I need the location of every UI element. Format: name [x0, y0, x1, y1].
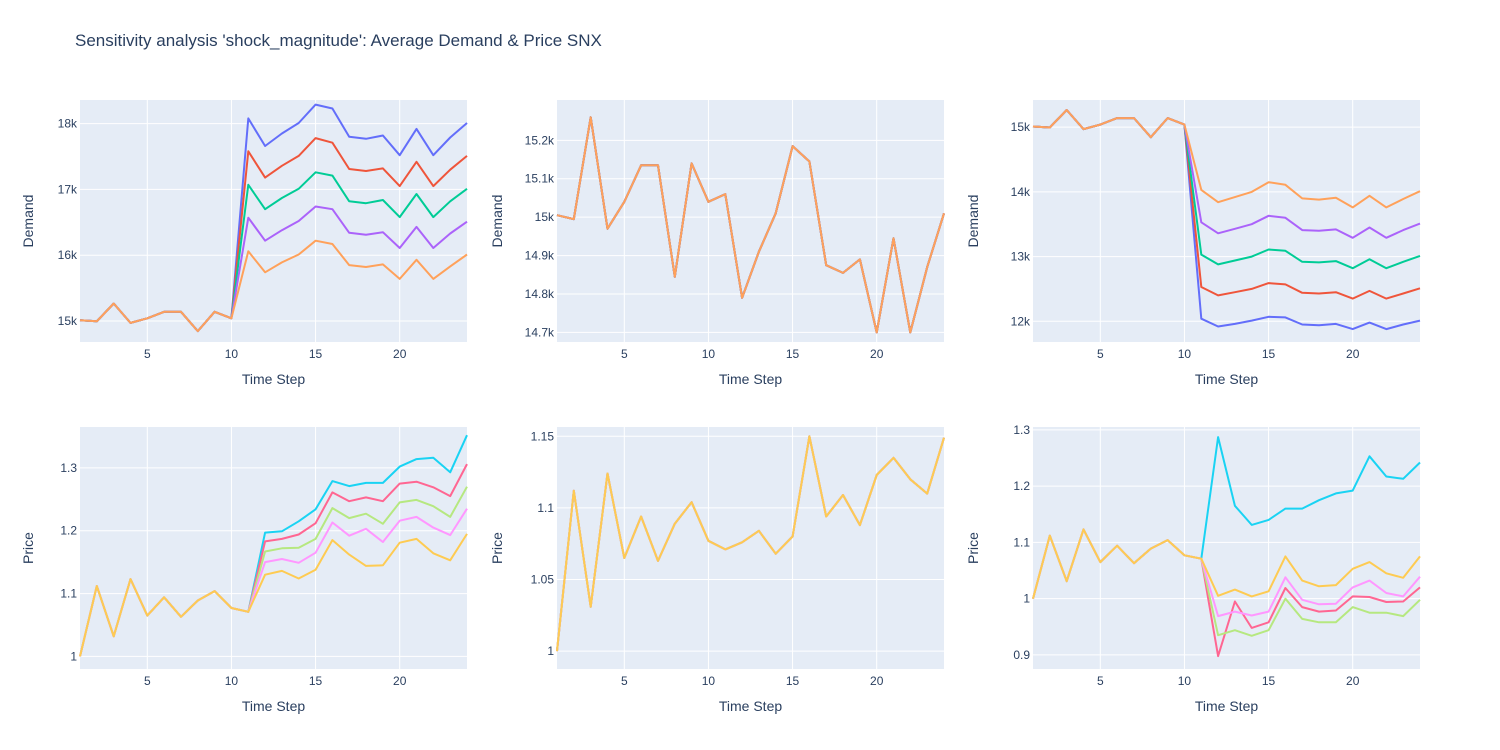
- y-axis-title: Demand: [965, 195, 981, 248]
- y-tick-label: 1.05: [531, 573, 555, 587]
- x-tick-label: 10: [225, 347, 239, 361]
- x-tick-label: 15: [309, 674, 323, 688]
- x-tick-label: 20: [393, 674, 407, 688]
- series-line-trace-10: [79, 533, 468, 657]
- x-tick-label: 5: [1097, 674, 1104, 688]
- x-axis-title: Time Step: [1195, 698, 1258, 714]
- y-tick-label: 15k: [535, 210, 555, 224]
- y-axis-title: Price: [20, 532, 36, 564]
- subplot-r2-c1: 5 10 15 20 1 1.1 1.2 1.3 Time Step Price: [20, 427, 468, 714]
- y-tick-label: 1.2: [1013, 479, 1030, 493]
- y-tick-label: 1: [1023, 592, 1030, 606]
- series-line-trace-5: [1032, 109, 1421, 209]
- x-tick-label: 15: [786, 674, 800, 688]
- x-tick-label: 20: [393, 347, 407, 361]
- subplot-r1-c1: 5 10 15 20 15k 16k 17k 18k Time Step Demand: [20, 100, 468, 387]
- subplot-r1-c2: 5 10 15 20 14.7k 14.8k 14.9k 15k 15.1k 15.2k Time …: [489, 100, 945, 387]
- plot-area: [1033, 100, 1420, 342]
- series-line-trace-5: [556, 116, 945, 334]
- x-tick-label: 10: [702, 674, 716, 688]
- y-axis-title: Demand: [489, 195, 505, 248]
- subplot-r2-c3: 5 10 15 20 0.9 1 1.1 1.2 1.3 Time Step Price: [965, 423, 1421, 714]
- x-tick-label: 20: [1346, 674, 1360, 688]
- series-line-trace-10: [1032, 528, 1421, 599]
- subplot-r2-c2: 5 10 15 20 1 1.05 1.1 1.15 Time Step Price: [489, 427, 945, 714]
- y-tick-label: 16k: [58, 248, 78, 262]
- x-tick-label: 15: [1262, 347, 1276, 361]
- y-tick-label: 1.15: [531, 429, 555, 443]
- y-tick-label: 15.2k: [525, 133, 555, 147]
- x-tick-label: 10: [702, 347, 716, 361]
- x-tick-label: 10: [1178, 347, 1192, 361]
- x-tick-label: 15: [1262, 674, 1276, 688]
- figure-title: Sensitivity analysis 'shock_magnitude': …: [75, 31, 602, 50]
- y-tick-label: 12k: [1011, 314, 1031, 328]
- y-axis-title: Price: [489, 532, 505, 564]
- x-tick-label: 15: [786, 347, 800, 361]
- plot-area: [80, 427, 467, 669]
- x-tick-label: 5: [621, 347, 628, 361]
- y-tick-label: 15.1k: [525, 172, 555, 186]
- y-tick-label: 1.1: [537, 501, 554, 515]
- x-axis-title: Time Step: [719, 371, 782, 387]
- subplot-r1-c3: 5 10 15 20 12k 13k 14k 15k Time Step Demand: [965, 100, 1421, 387]
- x-axis-title: Time Step: [719, 698, 782, 714]
- x-tick-label: 10: [1178, 674, 1192, 688]
- x-axis-title: Time Step: [1195, 371, 1258, 387]
- x-tick-label: 5: [1097, 347, 1104, 361]
- plot-area: [557, 427, 944, 669]
- y-tick-label: 15k: [58, 314, 78, 328]
- plot-area: [80, 100, 467, 342]
- y-axis-title: Demand: [20, 195, 36, 248]
- x-tick-label: 5: [621, 674, 628, 688]
- y-tick-label: 1.3: [1013, 423, 1030, 437]
- y-tick-label: 18k: [58, 117, 78, 131]
- x-tick-label: 20: [870, 347, 884, 361]
- y-tick-label: 1.3: [60, 461, 77, 475]
- x-tick-label: 5: [144, 674, 151, 688]
- x-tick-label: 20: [870, 674, 884, 688]
- y-tick-label: 14.7k: [525, 325, 555, 339]
- x-tick-label: 10: [225, 674, 239, 688]
- y-tick-label: 17k: [58, 182, 78, 196]
- series-line-trace-5: [79, 239, 468, 333]
- plot-area: [557, 100, 944, 342]
- y-tick-label: 13k: [1011, 250, 1031, 264]
- y-tick-label: 1: [547, 644, 554, 658]
- y-tick-label: 1: [70, 649, 77, 663]
- y-axis-title: Price: [965, 532, 981, 564]
- y-tick-label: 14k: [1011, 185, 1031, 199]
- y-tick-label: 0.9: [1013, 648, 1030, 662]
- y-tick-label: 14.8k: [525, 287, 555, 301]
- x-tick-label: 20: [1346, 347, 1360, 361]
- y-tick-label: 14.9k: [525, 249, 555, 263]
- x-tick-label: 15: [309, 347, 323, 361]
- x-tick-label: 5: [144, 347, 151, 361]
- x-axis-title: Time Step: [242, 698, 305, 714]
- series-line-trace-10: [556, 435, 945, 652]
- y-tick-label: 1.1: [1013, 535, 1030, 549]
- y-tick-label: 1.2: [60, 524, 77, 538]
- x-axis-title: Time Step: [242, 371, 305, 387]
- y-tick-label: 1.1: [60, 587, 77, 601]
- y-tick-label: 15k: [1011, 120, 1031, 134]
